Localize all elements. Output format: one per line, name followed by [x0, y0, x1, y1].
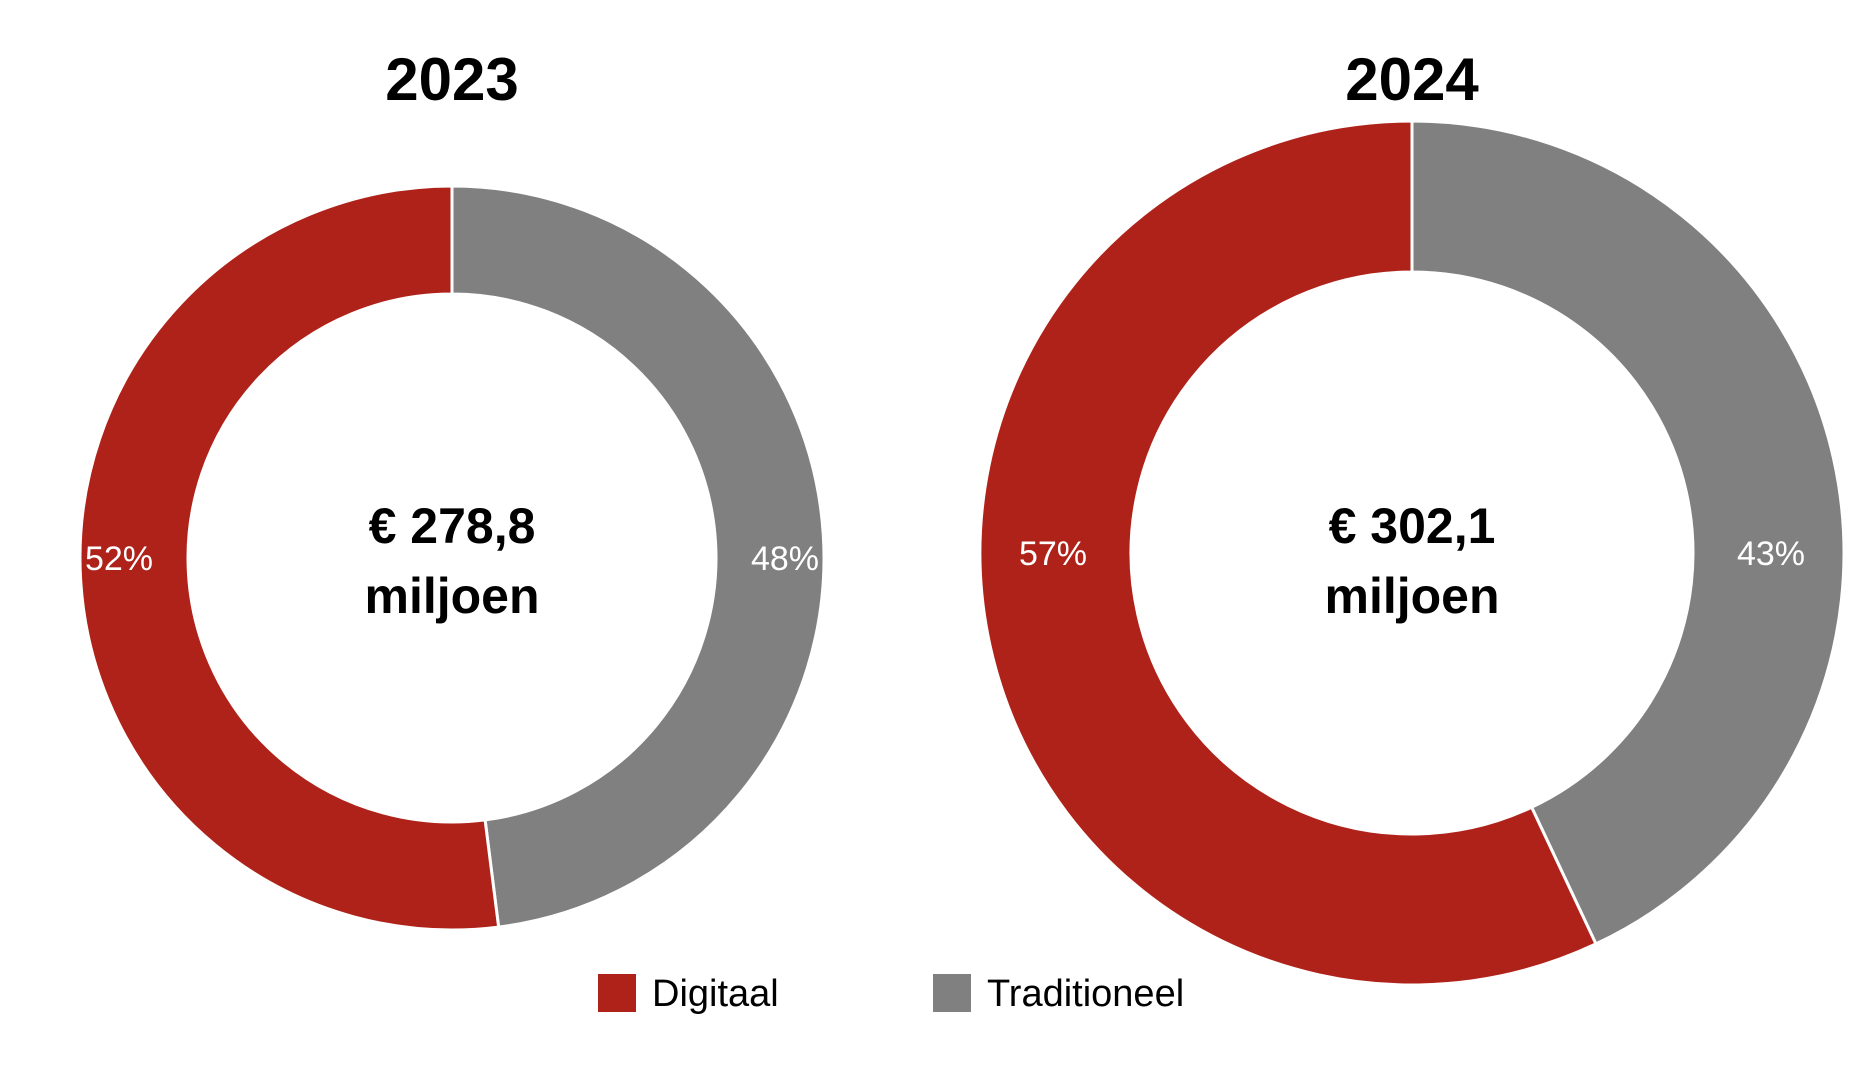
center-unit-2024: miljoen [1324, 568, 1499, 624]
donut-slices-2023 [78, 184, 826, 932]
legend: Digitaal Traditioneel [598, 973, 1184, 1015]
slice-traditioneel-2023 [450, 184, 826, 929]
slice-digitaal-2024 [978, 119, 1598, 987]
chart-title-2023: 2023 [385, 46, 518, 113]
value-label-traditioneel-2023: 48% [751, 540, 819, 578]
center-total-2024: € 302,1 [1329, 498, 1496, 554]
value-label-traditioneel-2024: 43% [1737, 535, 1805, 573]
value-label-digitaal-2024: 57% [1019, 535, 1087, 573]
legend-swatch-digitaal [598, 974, 636, 1012]
legend-swatch-traditioneel [933, 974, 971, 1012]
legend-label-traditioneel: Traditioneel [987, 973, 1184, 1015]
value-labels-2023: 48% 52% [85, 540, 819, 578]
chart-2024: 2024 43% 57% € 302,1 miljoen [978, 46, 1846, 987]
center-unit-2023: miljoen [364, 568, 539, 624]
chart-2023: 2023 48% 52% € 278,8 miljoen [78, 46, 826, 932]
slice-digitaal-2023 [78, 184, 501, 932]
donut-slices-2024 [978, 119, 1846, 987]
chart-title-2024: 2024 [1345, 46, 1479, 113]
slice-traditioneel-2024 [1410, 119, 1846, 946]
legend-label-digitaal: Digitaal [652, 973, 779, 1015]
value-label-digitaal-2023: 52% [85, 540, 153, 578]
center-total-2023: € 278,8 [369, 498, 536, 554]
value-labels-2024: 43% 57% [1019, 535, 1805, 573]
